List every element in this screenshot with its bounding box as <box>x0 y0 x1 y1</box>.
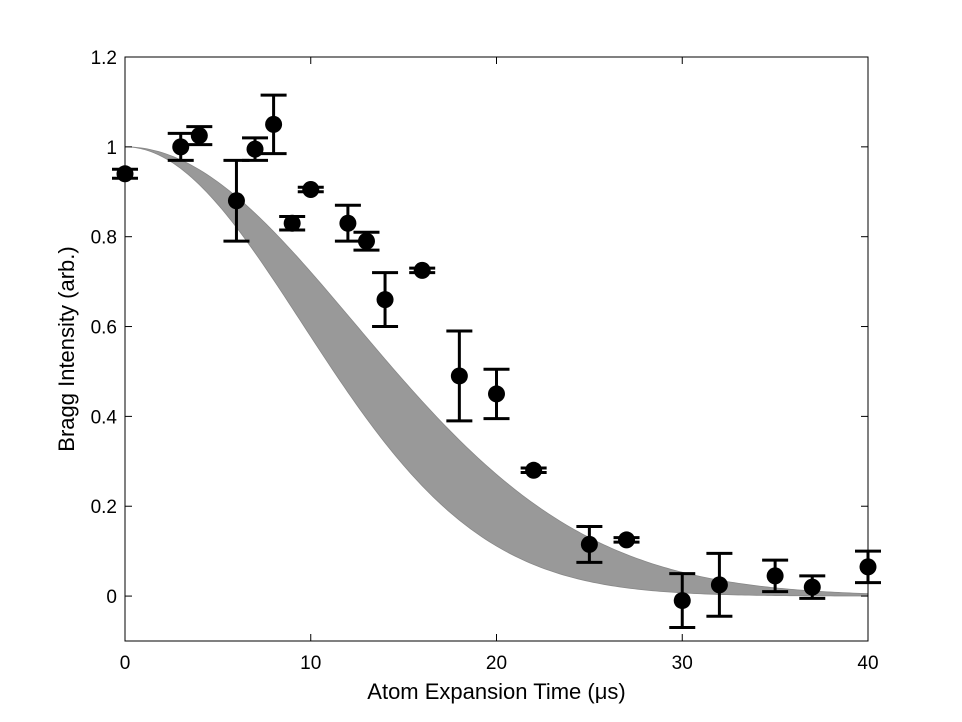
y-tick-label: 1 <box>106 138 117 159</box>
data-point-6 <box>279 214 306 232</box>
y-axis-title: Bragg Intensity (arb.) <box>54 246 79 451</box>
data-marker <box>265 115 283 133</box>
data-marker <box>246 140 264 158</box>
data-point-2 <box>186 125 213 147</box>
data-point-5 <box>260 93 287 156</box>
x-tick-label: 30 <box>672 653 693 674</box>
y-tick-label: 0.2 <box>91 497 117 518</box>
data-point-7 <box>297 181 324 199</box>
data-point-10 <box>372 271 399 329</box>
y-tick-label: 0 <box>106 587 117 608</box>
data-point-12 <box>446 329 473 423</box>
data-marker <box>283 214 301 232</box>
data-marker <box>766 567 784 585</box>
data-point-11 <box>409 261 436 279</box>
data-marker <box>339 214 357 232</box>
data-marker <box>357 232 375 250</box>
data-marker <box>227 192 245 210</box>
plot-area-frame <box>124 56 869 642</box>
data-point-3 <box>223 158 250 243</box>
y-tick-label: 1.2 <box>91 48 117 69</box>
data-marker <box>803 578 821 596</box>
y-tick-label: 0.6 <box>91 318 117 339</box>
y-tick-label: 0.8 <box>91 228 117 249</box>
data-point-13 <box>483 367 510 421</box>
data-marker <box>618 531 636 549</box>
data-point-19 <box>762 558 789 594</box>
data-point-4 <box>242 136 269 162</box>
data-points-layer <box>112 93 881 630</box>
data-marker <box>450 367 468 385</box>
data-marker <box>488 385 505 403</box>
data-marker <box>710 576 728 594</box>
data-point-18 <box>706 551 733 618</box>
data-marker <box>302 181 320 199</box>
x-axis-title: Atom Expansion Time (μs) <box>367 679 625 704</box>
data-marker <box>413 261 431 279</box>
x-tick-label: 0 <box>120 653 131 674</box>
y-tick-label: 0.4 <box>91 407 118 428</box>
x-tick-label: 10 <box>300 653 321 674</box>
data-marker <box>172 138 190 156</box>
data-point-9 <box>353 230 380 252</box>
x-tick-label: 40 <box>857 653 878 674</box>
data-point-17 <box>669 572 696 630</box>
data-point-15 <box>576 524 603 564</box>
axis-ticks-layer: 0 10 20 30 40 0 0.2 0.4 0.6 0.8 1 1.2 <box>91 48 879 674</box>
data-point-14 <box>520 461 547 479</box>
data-point-8 <box>334 203 361 243</box>
data-point-1 <box>167 131 194 162</box>
data-point-16 <box>613 531 640 549</box>
data-marker <box>580 535 598 553</box>
data-marker <box>376 291 394 309</box>
data-marker <box>673 592 691 610</box>
data-marker <box>525 461 543 479</box>
data-marker <box>190 127 208 145</box>
data-point-20 <box>799 574 826 600</box>
x-tick-label: 20 <box>486 653 507 674</box>
